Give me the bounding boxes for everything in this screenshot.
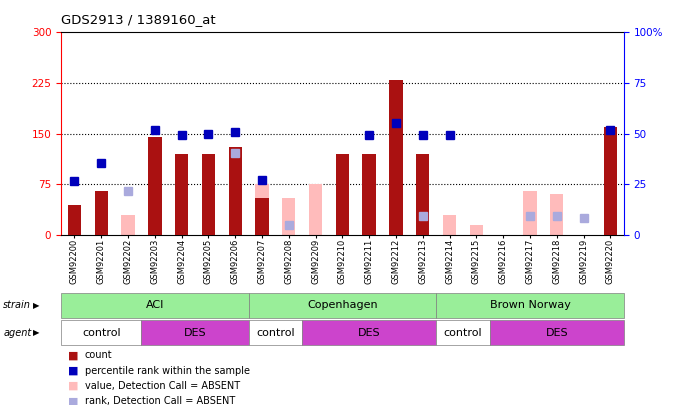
Text: Copenhagen: Copenhagen bbox=[307, 301, 378, 310]
Text: ▶: ▶ bbox=[33, 328, 39, 337]
Bar bbox=[470, 225, 483, 235]
Bar bbox=[603, 127, 617, 235]
Bar bbox=[282, 198, 296, 235]
Text: GDS2913 / 1389160_at: GDS2913 / 1389160_at bbox=[61, 13, 216, 26]
Bar bbox=[443, 215, 456, 235]
Text: ■: ■ bbox=[68, 366, 78, 375]
Text: ■: ■ bbox=[68, 381, 78, 391]
Text: agent: agent bbox=[3, 328, 32, 337]
Text: control: control bbox=[443, 328, 482, 337]
Bar bbox=[256, 198, 268, 235]
Bar bbox=[336, 184, 349, 235]
Text: ▶: ▶ bbox=[33, 301, 39, 310]
Bar bbox=[389, 80, 403, 235]
Bar bbox=[68, 205, 81, 235]
Bar bbox=[523, 191, 537, 235]
Text: ■: ■ bbox=[68, 350, 78, 360]
Text: value, Detection Call = ABSENT: value, Detection Call = ABSENT bbox=[85, 381, 240, 391]
Bar bbox=[202, 154, 215, 235]
Text: strain: strain bbox=[3, 301, 31, 310]
Text: Brown Norway: Brown Norway bbox=[490, 301, 570, 310]
Bar bbox=[416, 154, 429, 235]
Bar bbox=[94, 191, 108, 235]
Text: DES: DES bbox=[358, 328, 380, 337]
Bar bbox=[550, 194, 563, 235]
Bar bbox=[228, 147, 242, 235]
Bar bbox=[148, 137, 161, 235]
Bar bbox=[336, 154, 349, 235]
Text: percentile rank within the sample: percentile rank within the sample bbox=[85, 366, 250, 375]
Bar bbox=[256, 184, 268, 235]
Bar bbox=[175, 154, 188, 235]
Text: ACI: ACI bbox=[146, 301, 164, 310]
Bar bbox=[363, 154, 376, 235]
Text: control: control bbox=[256, 328, 295, 337]
Text: control: control bbox=[82, 328, 121, 337]
Text: rank, Detection Call = ABSENT: rank, Detection Call = ABSENT bbox=[85, 396, 235, 405]
Bar bbox=[121, 215, 135, 235]
Text: DES: DES bbox=[184, 328, 206, 337]
Text: DES: DES bbox=[546, 328, 568, 337]
Text: ■: ■ bbox=[68, 396, 78, 405]
Text: count: count bbox=[85, 350, 113, 360]
Bar bbox=[309, 184, 322, 235]
